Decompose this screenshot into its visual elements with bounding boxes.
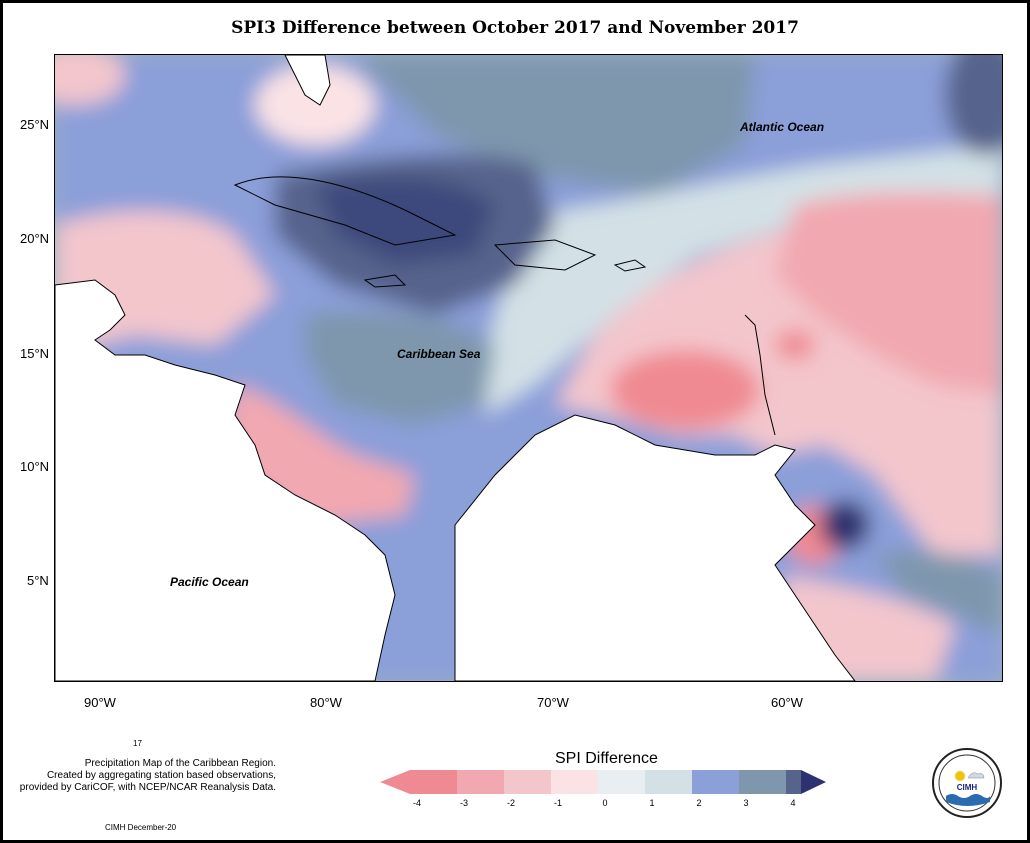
legend-bin-9 <box>786 770 801 794</box>
legend-title: SPI Difference <box>555 750 658 767</box>
field-steel-guyana <box>875 551 1002 635</box>
caption-block: Precipitation Map of the Caribbean Regio… <box>8 758 276 794</box>
legend-bin-6 <box>645 770 692 794</box>
legend-tick-label: 2 <box>696 798 701 808</box>
legend-tick-label: 4 <box>790 798 795 808</box>
south-america <box>454 414 856 681</box>
legend-bin-3 <box>504 770 551 794</box>
sun-icon <box>955 771 965 781</box>
lat-label-5n: 5°N <box>27 573 49 588</box>
florida <box>284 55 331 106</box>
field-pink-east-strong <box>775 192 1002 395</box>
lon-label-80w: 80°W <box>310 695 342 710</box>
field-darkest-core <box>315 176 495 265</box>
lat-label-10n: 10°N <box>20 459 50 474</box>
field-light-band <box>485 145 1002 415</box>
field-darkest-guyana <box>820 500 870 550</box>
lat-label-15n: 15°N <box>20 346 50 361</box>
legend-bin-1 <box>410 770 457 794</box>
legend-tick-label: -4 <box>413 798 421 808</box>
waves-icon <box>946 794 990 806</box>
cuba-outline <box>233 176 457 246</box>
caption-footer: CIMH December-20 <box>105 823 177 832</box>
lesser-antilles-outline <box>744 314 776 436</box>
legend-tick-label: -3 <box>460 798 468 808</box>
legend-tick-label: 0 <box>602 798 607 808</box>
region-label-atlantic: Atlantic Ocean <box>740 120 825 134</box>
field-pink-topleft <box>55 55 125 105</box>
logo-text: CIMH <box>957 783 978 792</box>
central-america <box>55 279 396 681</box>
region-label-caribbean: Caribbean Sea <box>397 347 481 361</box>
field-red-small <box>775 330 815 360</box>
legend-bin-2 <box>457 770 504 794</box>
lat-label-25n: 25°N <box>20 117 50 132</box>
legend-tick-label: 1 <box>649 798 654 808</box>
legend-bin-7 <box>692 770 739 794</box>
map-canvas <box>55 55 1002 681</box>
legend-colorbar: -4 -3 -2 -1 0 1 2 3 4 <box>380 770 826 808</box>
field-pink-florida <box>255 65 375 145</box>
legend-bin-4 <box>551 770 598 794</box>
puerto-rico-outline <box>613 259 647 272</box>
legend-bin-5 <box>598 770 645 794</box>
field-north-steel <box>355 55 755 195</box>
field-red-patch <box>610 350 760 430</box>
land-masses <box>55 55 856 681</box>
lat-label-20n: 20°N <box>20 231 50 246</box>
legend-tick-label: 3 <box>743 798 748 808</box>
cimh-logo-graphic: CIMH <box>938 754 996 812</box>
region-label-pacific: Pacific Ocean <box>170 575 249 589</box>
island-outlines <box>233 176 776 436</box>
caption-line-2: Created by aggregating station based obs… <box>46 770 276 781</box>
lon-label-70w: 70°W <box>537 695 569 710</box>
legend-arrow-right <box>801 770 826 794</box>
lon-label-60w: 60°W <box>771 695 803 710</box>
legend-tick-label: -1 <box>554 798 562 808</box>
hispaniola-outline <box>493 239 597 271</box>
caption-line-1: Precipitation Map of the Caribbean Regio… <box>84 758 276 769</box>
jamaica-outline <box>363 274 407 288</box>
legend-tick-label: -2 <box>507 798 515 808</box>
cimh-logo: CIMH <box>932 748 1002 818</box>
spi-difference-map <box>54 54 1003 682</box>
lon-label-90w: 90°W <box>84 695 116 710</box>
field-dark-topright <box>945 55 1002 155</box>
caption-year-fragment: 17 <box>133 739 142 748</box>
field-steel-caribbean <box>305 311 495 425</box>
legend-bin-8 <box>739 770 786 794</box>
caption-line-3: provided by CariCOF, with NCEP/NCAR Rean… <box>19 782 276 793</box>
cloud-icon <box>967 772 985 779</box>
legend-arrow-left <box>380 770 410 794</box>
map-title: SPI3 Difference between October 2017 and… <box>231 18 799 38</box>
